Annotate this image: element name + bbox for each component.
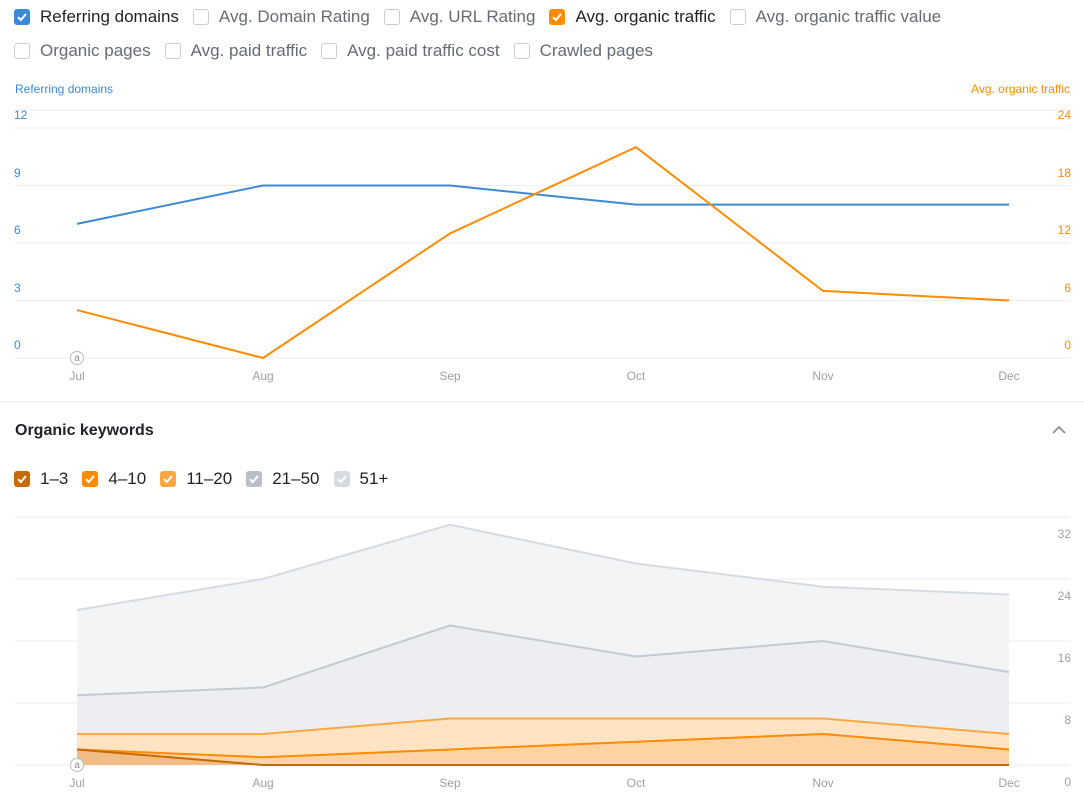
metric-checkbox-avg-organic-traffic[interactable]: Avg. organic traffic — [549, 7, 716, 27]
series-line-4-10 — [76, 733, 1010, 759]
checkbox-checked-icon[interactable] — [549, 9, 566, 25]
right-axis-tick: 24 — [1057, 589, 1071, 603]
checkbox-empty-icon[interactable] — [729, 9, 746, 25]
annotation-marker-icon[interactable]: a — [70, 758, 84, 772]
x-axis-tick: Sep — [439, 776, 461, 790]
series-line-21-50 — [76, 624, 1010, 697]
metric-checkbox-avg-domain-rating[interactable]: Avg. Domain Rating — [192, 7, 370, 27]
legend-label: 21–50 — [272, 469, 320, 488]
checkbox-checked-icon[interactable] — [246, 471, 263, 487]
metric-label: Avg. Domain Rating — [218, 7, 370, 26]
metric-checkbox-crawled-pages[interactable]: Crawled pages — [513, 41, 653, 61]
checkbox-empty-icon[interactable] — [192, 9, 209, 25]
right-axis-tick: 8 — [1064, 713, 1071, 727]
referring-domains-traffic-chart — [15, 109, 1070, 359]
series-line-avg-organic-traffic — [76, 146, 1010, 359]
annotation-marker-icon[interactable]: a — [70, 351, 84, 365]
x-axis-tick: Aug — [252, 369, 274, 383]
metric-checkbox-avg-organic-traffic-value[interactable]: Avg. organic traffic value — [729, 7, 942, 27]
legend-label: 51+ — [359, 469, 389, 488]
series-line-51 — [76, 523, 1010, 611]
metric-checkbox-avg-url-rating[interactable]: Avg. URL Rating — [383, 7, 536, 27]
right-axis-tick: 0 — [1064, 338, 1071, 352]
x-axis-tick: Jul — [69, 369, 85, 383]
series-line-referring-domains — [76, 184, 1009, 225]
section-divider — [0, 401, 1084, 402]
metric-checkbox-row: Organic pages Avg. paid traffic Avg. paid … — [14, 41, 667, 61]
legend-item-21-50[interactable]: 21–50 — [246, 469, 320, 489]
left-axis-tick: 0 — [14, 338, 21, 352]
right-axis-tick: 6 — [1064, 280, 1071, 295]
checkbox-checked-icon[interactable] — [160, 471, 177, 487]
checkbox-checked-icon[interactable] — [14, 471, 30, 487]
left-axis-tick: 9 — [14, 165, 21, 180]
metric-label: Crawled pages — [539, 41, 653, 60]
legend-item-1-3[interactable]: 1–3 — [14, 469, 68, 489]
legend-item-4-10[interactable]: 4–10 — [82, 469, 146, 489]
right-axis-tick: 0 — [1064, 775, 1071, 789]
left-axis-tick: 3 — [14, 280, 21, 295]
x-axis-tick: Jul — [69, 776, 85, 790]
checkbox-empty-icon[interactable] — [14, 43, 30, 59]
metric-label: Referring domains — [40, 7, 179, 26]
checkbox-checked-icon[interactable] — [333, 471, 350, 487]
legend-label: 11–20 — [186, 469, 233, 488]
area-fill-1-3 — [77, 749, 1009, 765]
right-axis-tick: 12 — [1057, 223, 1071, 237]
x-axis-tick: Dec — [998, 776, 1020, 790]
metric-checkbox-avg-paid-traffic[interactable]: Avg. paid traffic — [164, 41, 308, 61]
legend-item-11-20[interactable]: 11–20 — [160, 469, 232, 489]
metric-label: Avg. paid traffic — [190, 41, 308, 60]
metric-label: Organic pages — [40, 41, 151, 60]
metric-label: Avg. URL Rating — [409, 7, 536, 26]
series-line-1-3 — [76, 748, 1009, 766]
chevron-up-icon[interactable] — [1050, 421, 1068, 439]
metric-checkbox-row: Referring domains Avg. Domain Rating Avg. … — [14, 7, 955, 27]
section-title: Organic keywords — [15, 422, 154, 439]
left-axis-title: Referring domains — [15, 82, 114, 96]
checkbox-checked-icon[interactable] — [82, 471, 99, 487]
series-line-11-20 — [77, 717, 1010, 735]
left-axis-tick: 12 — [14, 108, 28, 122]
right-axis-tick: 32 — [1057, 527, 1071, 541]
right-axis-tick: 18 — [1057, 165, 1071, 180]
x-axis-tick: Oct — [626, 776, 646, 790]
legend-label: 4–10 — [108, 469, 147, 488]
area-fill-4-10 — [77, 734, 1009, 765]
x-axis-tick: Dec — [998, 369, 1020, 383]
x-axis-tick: Oct — [626, 369, 646, 383]
left-axis-tick: 6 — [14, 223, 21, 237]
metric-label: Avg. organic traffic — [575, 7, 716, 26]
right-axis-tick: 24 — [1057, 108, 1071, 122]
legend-label: 1–3 — [40, 469, 69, 488]
checkbox-empty-icon[interactable] — [383, 9, 400, 25]
legend-item-51[interactable]: 51+ — [333, 469, 389, 489]
x-axis-tick: Nov — [812, 776, 834, 790]
metric-label: Avg. organic traffic value — [755, 7, 942, 26]
keyword-position-legend: 1–3 4–10 11–20 21–50 51+ — [14, 469, 402, 489]
checkbox-empty-icon[interactable] — [164, 43, 181, 59]
right-axis-title: Avg. organic traffic — [971, 82, 1070, 96]
checkbox-empty-icon[interactable] — [321, 43, 338, 59]
checkbox-empty-icon[interactable] — [513, 43, 530, 59]
checkbox-checked-icon[interactable] — [14, 9, 30, 25]
metric-checkbox-referring-domains[interactable]: Referring domains — [14, 7, 179, 27]
x-axis-tick: Sep — [439, 369, 461, 383]
metric-checkbox-organic-pages[interactable]: Organic pages — [14, 41, 151, 61]
x-axis-tick: Nov — [812, 369, 834, 383]
metric-label: Avg. paid traffic cost — [347, 41, 500, 60]
x-axis-tick: Aug — [252, 776, 274, 790]
right-axis-tick: 16 — [1057, 651, 1071, 665]
metric-checkbox-avg-paid-traffic-cost[interactable]: Avg. paid traffic cost — [321, 41, 500, 61]
